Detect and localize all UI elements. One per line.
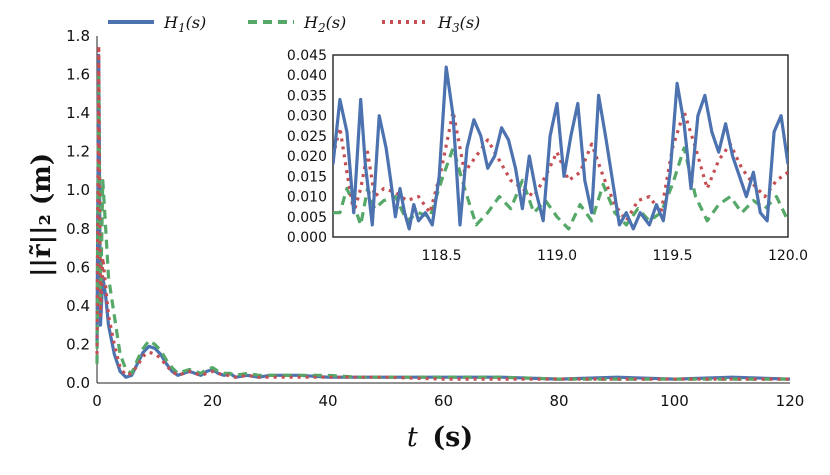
inset-series-line-h1s xyxy=(333,65,788,231)
inset-x-tick-label: 119.0 xyxy=(537,248,577,264)
legend-label: H1(s) xyxy=(163,13,206,35)
inset-y-tick-label: 0.015 xyxy=(287,169,327,185)
inset-plot: 0.000 0.005 0.010 0.015 0.020 0.025 0.030 0.035… xyxy=(287,48,808,264)
inset-y-tick-label: 0.040 xyxy=(287,68,327,84)
legend-label: H2(s) xyxy=(303,13,346,35)
x-tick-label: 0 xyxy=(92,392,102,410)
y-tick-label: 0.4 xyxy=(66,297,90,315)
x-tick-label: 60 xyxy=(434,392,453,410)
inset-y-tick-label: 0.020 xyxy=(287,149,327,165)
y-tick-label: 0.0 xyxy=(66,374,90,392)
series-line-h3s xyxy=(95,44,790,381)
y-tick-label: 1.0 xyxy=(66,181,90,199)
inset-y-tick-label: 0.000 xyxy=(287,230,327,246)
legend: H1(s) H2(s) H3(s) xyxy=(108,13,480,35)
x-tick-label: 40 xyxy=(318,392,337,410)
inset-x-tick-label: 118.5 xyxy=(422,248,462,264)
inset-y-tick-label: 0.010 xyxy=(287,190,327,206)
y-tick-label: 1.4 xyxy=(66,104,90,122)
inset-y-tick-label: 0.045 xyxy=(287,48,327,64)
inset-y-tick-label: 0.030 xyxy=(287,109,327,125)
y-tick-label: 0.2 xyxy=(66,335,90,353)
inset-series-line-h3s xyxy=(333,110,788,223)
x-tick-label: 80 xyxy=(549,392,568,410)
x-tick-label: 20 xyxy=(203,392,222,410)
y-tick-label: 1.6 xyxy=(66,66,90,84)
inset-y-tick-label: 0.025 xyxy=(287,129,327,145)
inset-y-tick-label: 0.035 xyxy=(287,88,327,104)
x-tick-label: 100 xyxy=(660,392,689,410)
main-plot: 0 20 40 60 80 100 120 0.0 0.2 0.4 0.6 0.8 1.0 1.2 1.4 1… xyxy=(66,27,804,410)
x-axis-title: t (s) xyxy=(407,422,473,453)
inset-y-tick-label: 0.005 xyxy=(287,210,327,226)
legend-label: H3(s) xyxy=(437,13,480,35)
y-tick-label: 1.8 xyxy=(66,27,90,45)
y-axis-title: ||r̃||₂ (m) xyxy=(27,153,57,277)
y-tick-label: 0.8 xyxy=(66,220,90,238)
inset-x-tick-label: 120.0 xyxy=(768,248,808,264)
inset-x-tick-label: 119.5 xyxy=(652,248,692,264)
x-tick-label: 120 xyxy=(776,392,805,410)
inset-series-line-h2s xyxy=(333,146,788,231)
y-tick-label: 0.6 xyxy=(66,258,90,276)
y-tick-label: 1.2 xyxy=(66,143,90,161)
